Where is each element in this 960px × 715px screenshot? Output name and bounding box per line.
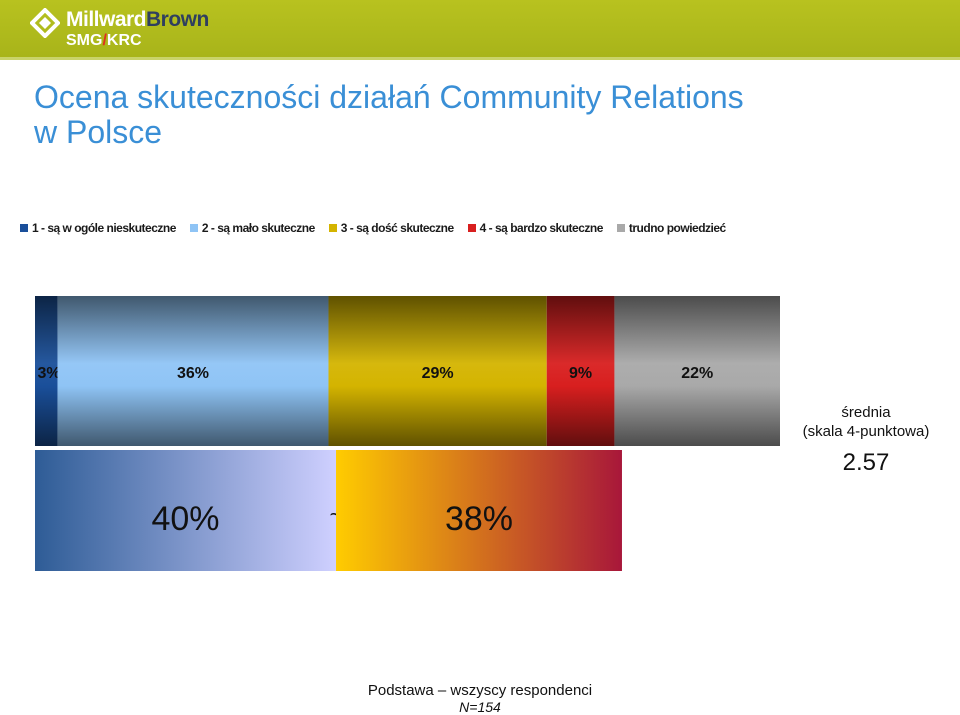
segment-value-label: 3% xyxy=(37,365,60,382)
group-value-label: 40% xyxy=(151,500,219,538)
page-title-line1: Ocena skuteczności działań Community Rel… xyxy=(34,79,744,115)
legend-swatch xyxy=(189,224,198,232)
legend-label: 3 - są dość skuteczne xyxy=(340,221,454,235)
legend-swatch xyxy=(616,224,625,232)
legend-label: 1 - są w ogóle nieskuteczne xyxy=(32,221,176,235)
sample-base-text: Podstawa – wszyscy respondenci xyxy=(367,682,593,699)
legend-label: 4 - są bardzo skuteczne xyxy=(479,221,604,235)
legend-swatch xyxy=(328,224,337,232)
legend-item-4: 4 - są bardzo skuteczne xyxy=(467,221,604,235)
segment-value-label: 9% xyxy=(569,365,592,382)
logo-sub-slash: / xyxy=(102,32,107,49)
group-bar-2 xyxy=(336,450,622,571)
logo-sub-part2: KRC xyxy=(106,32,142,49)
top-stacked-bar: 3% 36% 29% 9% 22% xyxy=(35,296,780,446)
logo-name-part2: Brown xyxy=(146,8,209,31)
page-title-line2: w Polsce xyxy=(34,114,163,150)
logo-mark-icon xyxy=(30,8,60,38)
average-value: 2.57 xyxy=(842,449,890,476)
group-bar-1 xyxy=(35,450,337,571)
legend-swatch xyxy=(467,224,476,232)
group-value-label: 38% xyxy=(445,500,513,538)
header-bar: MillwardBrown SMG/KRC xyxy=(0,0,960,60)
company-logo: MillwardBrown SMG/KRC xyxy=(30,4,230,52)
average-label: średnia xyxy=(841,404,891,421)
bar-segment-1 xyxy=(35,296,58,446)
bar-segment-5 xyxy=(614,296,780,446)
bottom-grouped-bar: 40%~38% xyxy=(35,450,622,571)
logo-sub-part1: SMG xyxy=(66,32,103,49)
segment-value-label: 22% xyxy=(681,365,713,382)
logo-subtitle: SMG/KRC xyxy=(66,32,142,50)
bar-segment-4 xyxy=(546,296,615,446)
segment-value-label: 36% xyxy=(177,365,209,382)
bar-segment-3 xyxy=(328,296,547,446)
segment-value-label: 29% xyxy=(422,365,454,382)
logo-name: MillwardBrown xyxy=(66,8,209,32)
page-title: Ocena skuteczności działań Community Rel… xyxy=(34,80,934,150)
legend-item-3: 3 - są dość skuteczne xyxy=(328,221,454,235)
legend-label: 2 - są mało skuteczne xyxy=(201,221,315,235)
chart-legend: 1 - są w ogóle nieskuteczne 2 - są mało s… xyxy=(20,219,950,237)
legend-item-1: 1 - są w ogóle nieskuteczne xyxy=(20,221,176,235)
logo-name-part1: Millward xyxy=(66,8,147,31)
legend-label: trudno powiedzieć xyxy=(628,221,726,235)
sample-base-note: Podstawa – wszyscy respondenci N=154 xyxy=(330,682,630,715)
bar-segment-2 xyxy=(57,296,329,446)
average-scale: (skala 4-punktowa) xyxy=(802,423,930,440)
legend-swatch xyxy=(20,224,28,232)
legend-item-5: trudno powiedzieć xyxy=(616,221,726,235)
sample-size: N=154 xyxy=(459,699,501,715)
legend-item-2: 2 - są mało skuteczne xyxy=(189,221,315,235)
average-box: średnia (skala 4-punktowa) 2.57 xyxy=(786,403,946,477)
